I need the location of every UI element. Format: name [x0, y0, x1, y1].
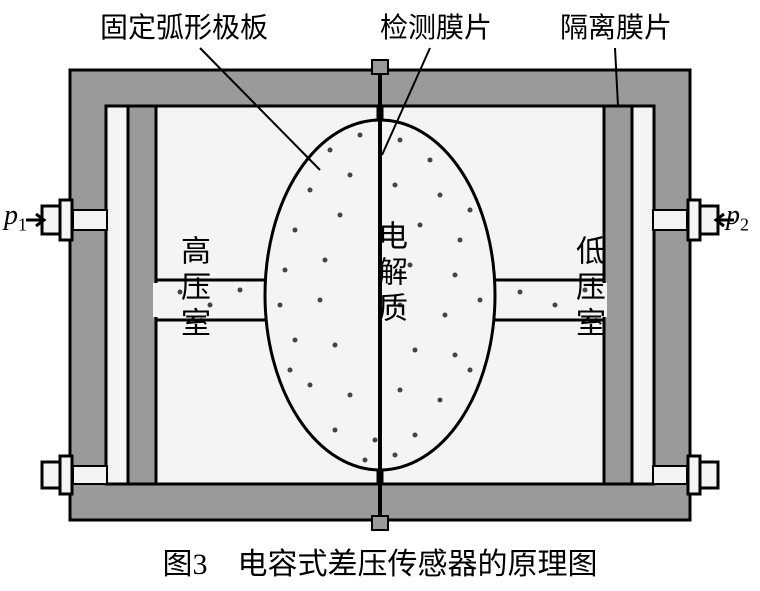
label-detection-diaphragm: 检测膜片 [380, 6, 492, 46]
label-fixed-arc-plate: 固定弧形极板 [100, 6, 268, 46]
label-electrolyte: 电解质 [367, 220, 411, 328]
isolation-plate-left [128, 106, 156, 484]
label-p1: p1 [4, 200, 27, 236]
figure-caption: 图3 电容式差压传感器的原理图 [0, 539, 760, 583]
label-isolation-diaphragm: 隔离膜片 [560, 6, 672, 46]
label-p2: p2 [726, 200, 749, 236]
label-low-chamber: 低压室 [565, 235, 609, 343]
label-high-chamber: 高压室 [170, 235, 214, 343]
